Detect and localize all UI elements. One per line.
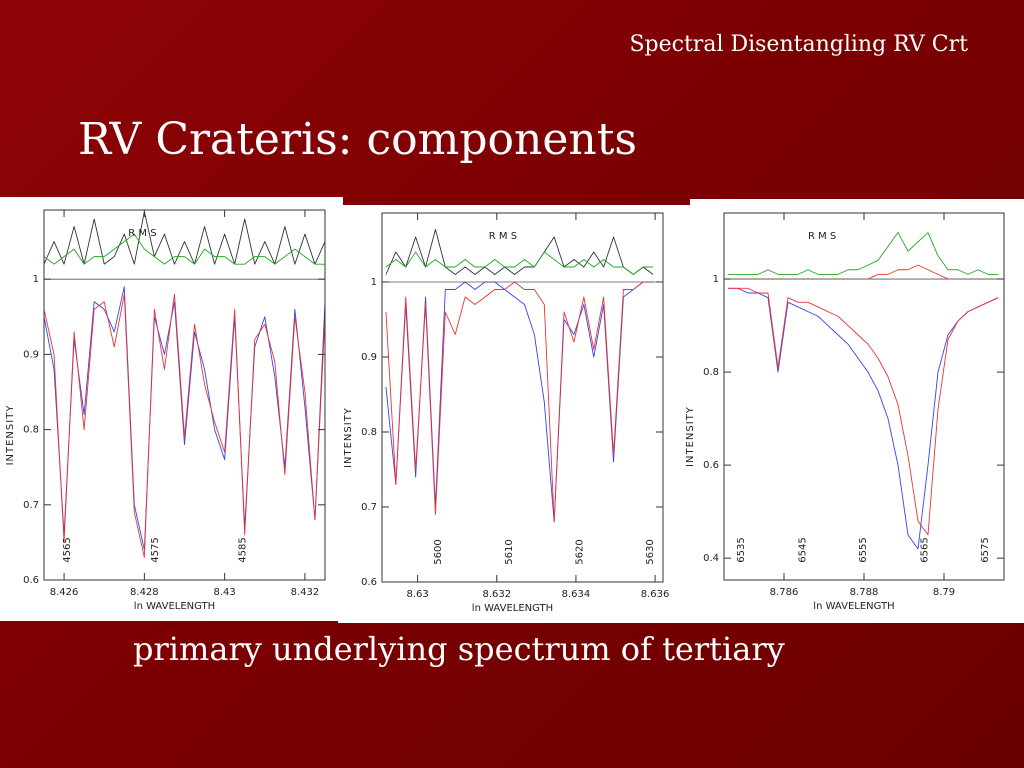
y-tick-label: 0.7 (361, 502, 377, 513)
x-tick-label: 8.632 (482, 589, 511, 600)
slide-title: RV Crateris: components (78, 114, 637, 165)
spectrum-line (43, 286, 326, 551)
y-tick-label: 0.4 (703, 553, 719, 564)
axis-label: INTENSITY (343, 407, 354, 468)
spectrum-line (385, 251, 654, 275)
x-tick-label: 8.63 (406, 589, 428, 600)
y-tick-label: 0.6 (23, 575, 39, 586)
axis-label: ln WAVELENGTH (813, 601, 894, 612)
spectrum-line (728, 287, 999, 536)
axis-label: ln WAVELENGTH (134, 601, 215, 612)
annotation: R M S (128, 228, 156, 239)
panel (338, 205, 690, 623)
spectrum-line (385, 281, 654, 523)
wavelength-marker: 6545 (797, 537, 808, 562)
wavelength-marker: 6555 (858, 537, 869, 562)
axis-label: INTENSITY (5, 405, 16, 466)
wavelength-marker: 4565 (62, 537, 73, 562)
x-tick-label: 8.788 (850, 587, 879, 598)
wavelength-marker: 5630 (645, 539, 656, 564)
axis-label: INTENSITY (685, 406, 696, 467)
wavelength-marker: 4585 (237, 537, 248, 562)
caption: primary underlying spectrum of tertiary (133, 630, 785, 668)
x-tick-label: 8.786 (770, 587, 799, 598)
spectrum-line (43, 211, 326, 265)
y-tick-label: 0.9 (23, 349, 39, 360)
wavelength-marker: 6535 (736, 537, 747, 562)
y-tick-label: 0.9 (361, 352, 377, 363)
spectrum-line (385, 229, 654, 275)
y-tick-label: 0.8 (703, 367, 719, 378)
panel (0, 197, 343, 621)
x-tick-label: 8.634 (562, 589, 591, 600)
wavelength-marker: 6565 (919, 537, 930, 562)
spectrum-line (43, 293, 326, 558)
y-tick-label: 0.6 (361, 577, 377, 588)
plot-frame (43, 209, 326, 581)
wavelength-marker: 5600 (433, 539, 444, 564)
spectrum-line (728, 232, 998, 275)
x-tick-label: 8.428 (130, 587, 159, 598)
x-tick-label: 8.432 (291, 587, 320, 598)
y-tick-label: 0.8 (361, 427, 377, 438)
annotation: R M S (808, 231, 836, 242)
axis-label: ln WAVELENGTH (472, 603, 553, 614)
y-tick-label: 0.6 (703, 460, 719, 471)
y-tick-label: 0.7 (23, 500, 39, 511)
x-tick-label: 8.79 (933, 587, 955, 598)
wavelength-marker: 5610 (504, 539, 515, 564)
x-tick-label: 8.636 (641, 589, 670, 600)
wavelength-marker: 4575 (150, 537, 161, 562)
y-tick-label: 0.8 (23, 425, 39, 436)
x-tick-label: 8.426 (50, 587, 79, 598)
wavelength-marker: 5620 (574, 539, 585, 564)
spectrum-line (43, 233, 325, 265)
plot-frame (381, 212, 664, 583)
slide-header: Spectral Disentangling RV Crt (629, 32, 968, 57)
y-tick-label: 1 (713, 274, 719, 285)
wavelength-marker: 6575 (980, 537, 991, 562)
annotation: R M S (489, 231, 517, 242)
y-tick-label: 1 (371, 277, 377, 288)
x-tick-label: 8.43 (214, 587, 236, 598)
y-tick-label: 1 (33, 274, 39, 285)
spectrum-line (728, 287, 999, 550)
